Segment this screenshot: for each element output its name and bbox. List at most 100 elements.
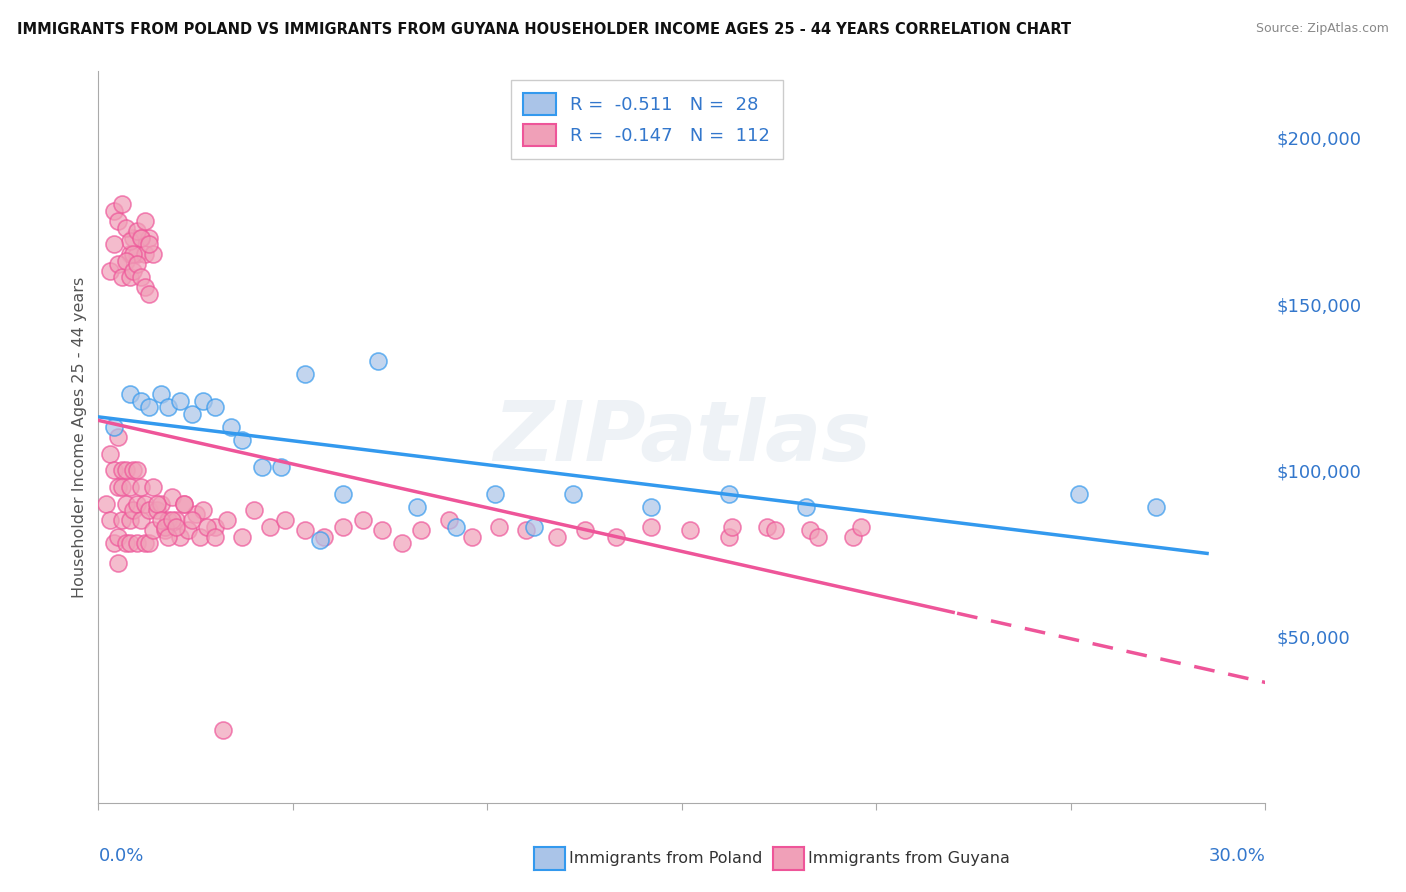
Point: [461, 530, 484, 544]
Point: [142, 523, 165, 537]
Point: [162, 490, 184, 504]
Point: [679, 523, 702, 537]
Point: [446, 520, 468, 534]
Point: [129, 513, 152, 527]
Text: ZIPatlas: ZIPatlas: [494, 397, 870, 477]
Point: [173, 497, 195, 511]
Point: [157, 513, 180, 527]
Point: [849, 520, 872, 534]
Point: [173, 497, 195, 511]
Point: [96, 497, 118, 511]
Point: [312, 530, 335, 544]
Point: [562, 486, 585, 500]
Text: Source: ZipAtlas.com: Source: ZipAtlas.com: [1256, 22, 1389, 36]
Point: [204, 400, 226, 414]
Point: [118, 513, 141, 527]
Point: [165, 513, 187, 527]
Point: [153, 520, 176, 534]
Point: [127, 224, 149, 238]
Text: 30.0%: 30.0%: [1209, 847, 1265, 864]
Point: [177, 523, 200, 537]
Point: [127, 257, 149, 271]
Point: [1067, 486, 1090, 500]
Point: [129, 393, 152, 408]
Point: [367, 353, 389, 368]
Point: [103, 237, 125, 252]
Point: [111, 513, 134, 527]
Point: [250, 460, 273, 475]
Point: [118, 270, 141, 285]
Point: [1146, 500, 1168, 514]
Point: [146, 503, 169, 517]
Point: [138, 237, 160, 252]
Point: [231, 530, 253, 544]
Point: [243, 503, 266, 517]
Point: [127, 463, 149, 477]
Point: [98, 513, 121, 527]
Text: 0.0%: 0.0%: [98, 847, 143, 864]
Point: [118, 480, 141, 494]
Y-axis label: Householder Income Ages 25 - 44 years: Householder Income Ages 25 - 44 years: [72, 277, 87, 598]
Point: [146, 497, 169, 511]
Point: [605, 530, 627, 544]
Legend: R =  -0.511   N =  28, R =  -0.147   N =  112: R = -0.511 N = 28, R = -0.147 N = 112: [510, 80, 783, 159]
Point: [127, 497, 149, 511]
Point: [111, 463, 134, 477]
Point: [122, 503, 145, 517]
Point: [756, 520, 779, 534]
Point: [391, 536, 413, 550]
Point: [114, 220, 136, 235]
Point: [107, 480, 129, 494]
Point: [721, 520, 744, 534]
Point: [332, 486, 354, 500]
Point: [118, 387, 141, 401]
Point: [184, 507, 207, 521]
Point: [98, 447, 121, 461]
Point: [193, 503, 215, 517]
Text: Immigrants from Guyana: Immigrants from Guyana: [808, 852, 1011, 866]
Point: [842, 530, 865, 544]
Point: [411, 523, 433, 537]
Point: [717, 530, 740, 544]
Point: [103, 463, 125, 477]
Point: [103, 420, 125, 434]
Point: [212, 723, 235, 737]
Point: [129, 480, 152, 494]
Point: [294, 367, 316, 381]
Point: [763, 523, 786, 537]
Point: [484, 486, 506, 500]
Point: [274, 513, 297, 527]
Point: [309, 533, 332, 548]
Point: [149, 513, 172, 527]
Point: [193, 393, 215, 408]
Point: [799, 523, 821, 537]
Point: [122, 264, 145, 278]
Point: [204, 530, 226, 544]
Point: [142, 480, 165, 494]
Point: [129, 230, 152, 244]
Point: [640, 500, 662, 514]
Point: [98, 264, 121, 278]
Point: [122, 463, 145, 477]
Point: [153, 523, 176, 537]
Point: [149, 387, 172, 401]
Point: [114, 463, 136, 477]
Point: [259, 520, 281, 534]
Point: [138, 503, 160, 517]
Point: [640, 520, 662, 534]
Point: [157, 530, 180, 544]
Point: [352, 513, 374, 527]
Point: [437, 513, 460, 527]
Point: [134, 280, 156, 294]
Point: [180, 407, 202, 421]
Point: [157, 400, 180, 414]
Point: [574, 523, 596, 537]
Point: [188, 530, 211, 544]
Point: [138, 536, 160, 550]
Point: [796, 500, 818, 514]
Point: [162, 513, 184, 527]
Point: [195, 520, 218, 534]
Point: [134, 536, 156, 550]
Point: [118, 247, 141, 261]
Point: [127, 247, 149, 261]
